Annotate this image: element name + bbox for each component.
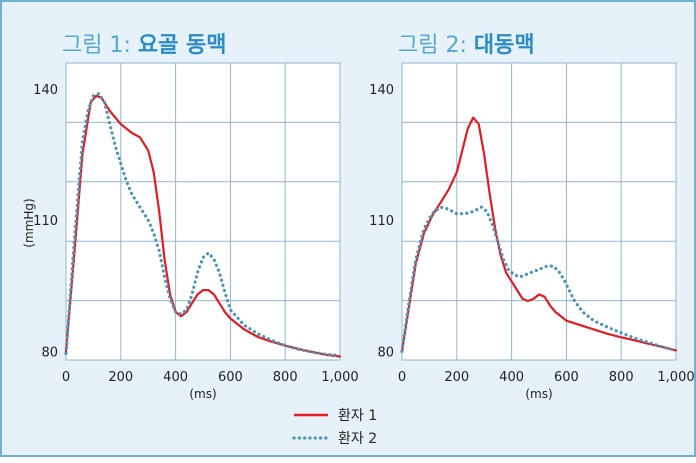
chart-1-series-patient-1-line xyxy=(64,94,342,358)
chart-2-plot-area xyxy=(401,62,677,361)
chart-2-xtick-label: 0 xyxy=(398,370,406,385)
chart-2-series-patient-1-line xyxy=(400,116,678,353)
chart-1-xlabel: (ms) xyxy=(189,387,216,401)
chart-2-xtick-label: 1,000 xyxy=(657,370,694,385)
legend-label-patient-1: 환자 1 xyxy=(338,408,377,424)
chart-1-ytick-label: 140 xyxy=(33,83,58,98)
chart-2-xtick-label: 800 xyxy=(609,370,634,385)
chart-2-xtick-label: 200 xyxy=(444,370,469,385)
legend: 환자 1 환자 2 xyxy=(292,408,377,447)
chart-1-ylabel: (mmHg) xyxy=(22,198,36,247)
chart-2-xtick-label: 600 xyxy=(554,370,579,385)
chart-2-title-prefix: 그림 2: xyxy=(398,33,474,58)
legend-label-patient-2: 환자 2 xyxy=(338,431,377,447)
chart-2-ytick-label: 140 xyxy=(369,83,394,98)
chart-1-xtick-label: 0 xyxy=(62,370,70,385)
chart-2-plot: 0 200 400 600 800 1,000 80 110 140 (ms) xyxy=(369,62,695,401)
chart-2-xlabel: (ms) xyxy=(525,387,552,401)
chart-1-xtick-label: 200 xyxy=(108,370,133,385)
chart-2-ytick-label: 80 xyxy=(377,345,394,360)
chart-1-title: 그림 1: 요골 동맥 xyxy=(62,33,227,58)
chart-1-xtick-label: 800 xyxy=(273,370,298,385)
chart-1-ytick-label: 110 xyxy=(33,214,58,229)
chart-2-xtick-label: 400 xyxy=(499,370,524,385)
chart-1-xtick-label: 1,000 xyxy=(321,370,358,385)
chart-2-series-patient-2-line xyxy=(400,205,678,353)
chart-1-ytick-label: 80 xyxy=(41,345,58,360)
chart-2-title: 그림 2: 대동맥 xyxy=(398,33,535,58)
chart-2-ytick-label: 110 xyxy=(369,214,394,229)
chart-1-series-patient-2-line xyxy=(64,91,342,358)
chart-1-xtick-label: 600 xyxy=(218,370,243,385)
chart-2-title-main: 대동맥 xyxy=(474,33,535,58)
chart-1-title-prefix: 그림 1: xyxy=(62,33,138,58)
chart-1-xtick-label: 400 xyxy=(163,370,188,385)
chart-1-plot: 0 200 400 600 800 1,000 80 110 140 (ms) xyxy=(33,62,359,401)
chart-1-title-main: 요골 동맥 xyxy=(138,33,227,58)
